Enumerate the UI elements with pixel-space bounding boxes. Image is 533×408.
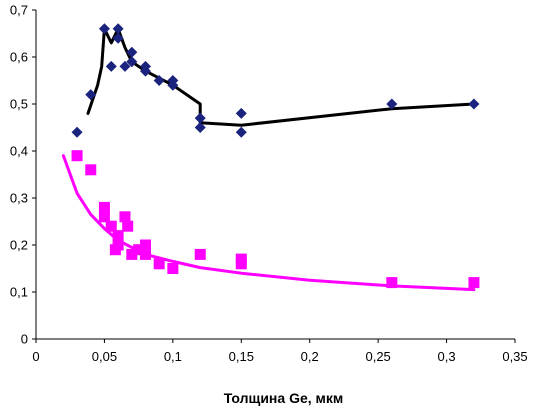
square-point <box>386 277 398 289</box>
square-point <box>153 258 165 270</box>
square-point <box>235 258 247 270</box>
trend-line-series-2 <box>61 154 476 292</box>
square-point <box>85 164 97 176</box>
square-point <box>98 201 110 213</box>
square-point <box>105 220 117 232</box>
diamond-point <box>98 23 110 35</box>
diamond-point <box>139 65 151 77</box>
axes <box>32 9 516 343</box>
diamond-point <box>153 75 165 86</box>
square-point <box>119 211 131 223</box>
diamond-point <box>126 46 138 58</box>
square-point <box>468 277 480 289</box>
diamond-point <box>167 79 179 91</box>
x-tick-label: 0 <box>32 349 39 364</box>
x-tick-label: 0,2 <box>301 349 319 364</box>
y-tick-label: 0,4 <box>10 144 28 159</box>
square-point <box>98 211 110 223</box>
diamond-point <box>119 60 131 72</box>
y-tick-label: 0,6 <box>10 50 28 65</box>
square-point <box>126 248 138 260</box>
square-point <box>194 248 206 260</box>
diamond-point <box>386 98 398 110</box>
y-tick-label: 0,2 <box>10 238 28 253</box>
y-tick-label: 0,1 <box>10 285 28 300</box>
diamond-point <box>85 89 97 101</box>
tick-labels: 0 0,1 0,2 0,3 0,4 0,5 0,6 0,7 0 0,05 0,1 0,15 0,2 0,2… <box>10 3 528 365</box>
x-tick-label: 0,35 <box>502 349 527 364</box>
x-tick-label: 0,15 <box>229 349 254 364</box>
square-point <box>139 239 151 251</box>
diamond-point <box>235 126 247 138</box>
diamond-point <box>468 98 480 110</box>
diamond-point <box>105 60 117 72</box>
square-point <box>71 150 83 162</box>
y-tick-label: 0,3 <box>10 191 28 206</box>
square-point <box>167 263 179 274</box>
x-tick-label: 0,25 <box>365 349 390 364</box>
diamond-point <box>71 126 83 138</box>
y-tick-label: 0,7 <box>10 3 28 18</box>
trend-line-series-1 <box>86 27 476 127</box>
square-point <box>139 248 151 260</box>
data-points <box>71 23 480 289</box>
y-tick-label: 0 <box>21 332 28 347</box>
square-point <box>133 244 145 256</box>
square-point <box>122 220 134 232</box>
square-point <box>112 239 124 251</box>
square-point <box>112 230 124 242</box>
diamond-point <box>235 107 247 119</box>
x-tick-label: 0,1 <box>164 349 182 364</box>
y-tick-label: 0,5 <box>10 97 28 112</box>
x-tick-label: 0,05 <box>92 349 117 364</box>
diamond-point <box>194 112 206 124</box>
diamond-point <box>194 122 206 133</box>
x-tick-label: 0,3 <box>438 349 456 364</box>
diamond-point <box>112 23 124 35</box>
diamond-point <box>126 56 138 68</box>
x-axis-title: Толщина Ge, мкм <box>224 390 344 406</box>
diamond-point <box>112 32 124 44</box>
